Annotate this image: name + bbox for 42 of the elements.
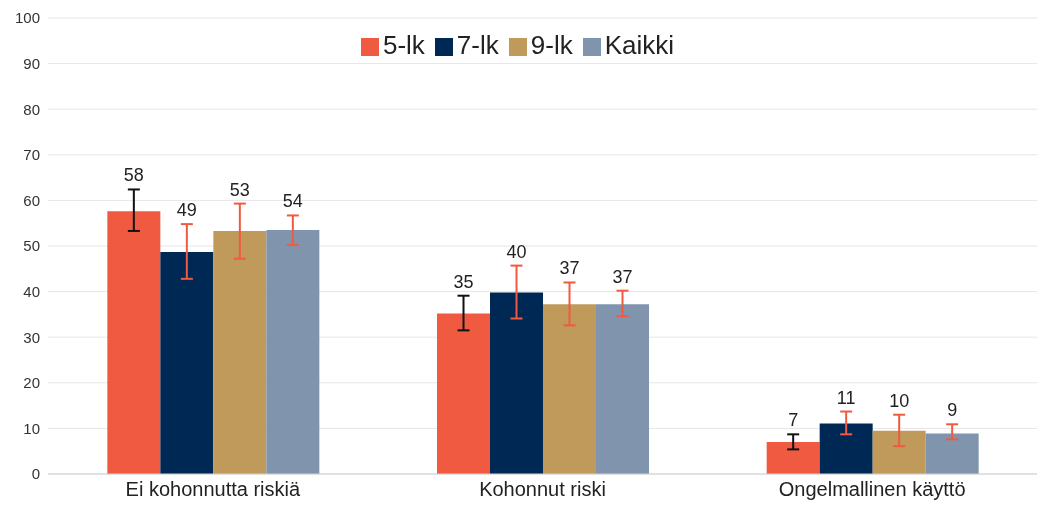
bar: [925, 433, 979, 474]
legend-label: 9-lk: [530, 30, 573, 60]
legend-label: 7-lk: [456, 30, 499, 60]
x-tick-label: Ongelmallinen käyttö: [778, 478, 966, 501]
data-label: 35: [453, 271, 474, 292]
data-label: 58: [123, 165, 144, 186]
y-tick-label: 60: [23, 191, 40, 209]
bar: [490, 292, 544, 474]
y-tick-label: 10: [23, 419, 40, 437]
data-label: 37: [559, 258, 580, 279]
bar: [213, 230, 267, 474]
y-tick-label: 90: [23, 54, 40, 72]
bar: [543, 304, 597, 474]
data-label: 54: [282, 191, 303, 212]
y-tick-label: 0: [31, 465, 40, 483]
y-tick-label: 30: [23, 328, 40, 346]
legend-label: Kaikki: [604, 30, 675, 60]
bar: [160, 251, 214, 474]
y-tick-label: 70: [23, 146, 40, 164]
data-label: 37: [612, 266, 633, 287]
data-label: 7: [788, 410, 799, 431]
bar: [596, 304, 650, 474]
bar: [437, 313, 491, 474]
bar: [819, 423, 873, 474]
legend-label: 5-lk: [382, 30, 425, 60]
data-label: 40: [506, 241, 527, 262]
y-tick-label: 50: [23, 237, 40, 255]
bar: [107, 211, 161, 474]
y-tick-label: 80: [23, 100, 40, 118]
data-label: 49: [176, 200, 197, 221]
data-label: 9: [947, 400, 958, 421]
data-label: 53: [229, 179, 250, 200]
data-label: 10: [889, 390, 910, 411]
y-tick-label: 100: [14, 9, 40, 27]
y-tick-label: 40: [23, 282, 40, 300]
bar: [266, 230, 320, 474]
bar: [872, 430, 926, 474]
y-tick-label: 20: [23, 374, 40, 392]
data-label: 11: [836, 387, 856, 408]
x-tick-label: Kohonnut riski: [479, 478, 606, 501]
bar: [766, 442, 820, 474]
x-tick-label: Ei kohonnutta riskiä: [125, 478, 301, 501]
